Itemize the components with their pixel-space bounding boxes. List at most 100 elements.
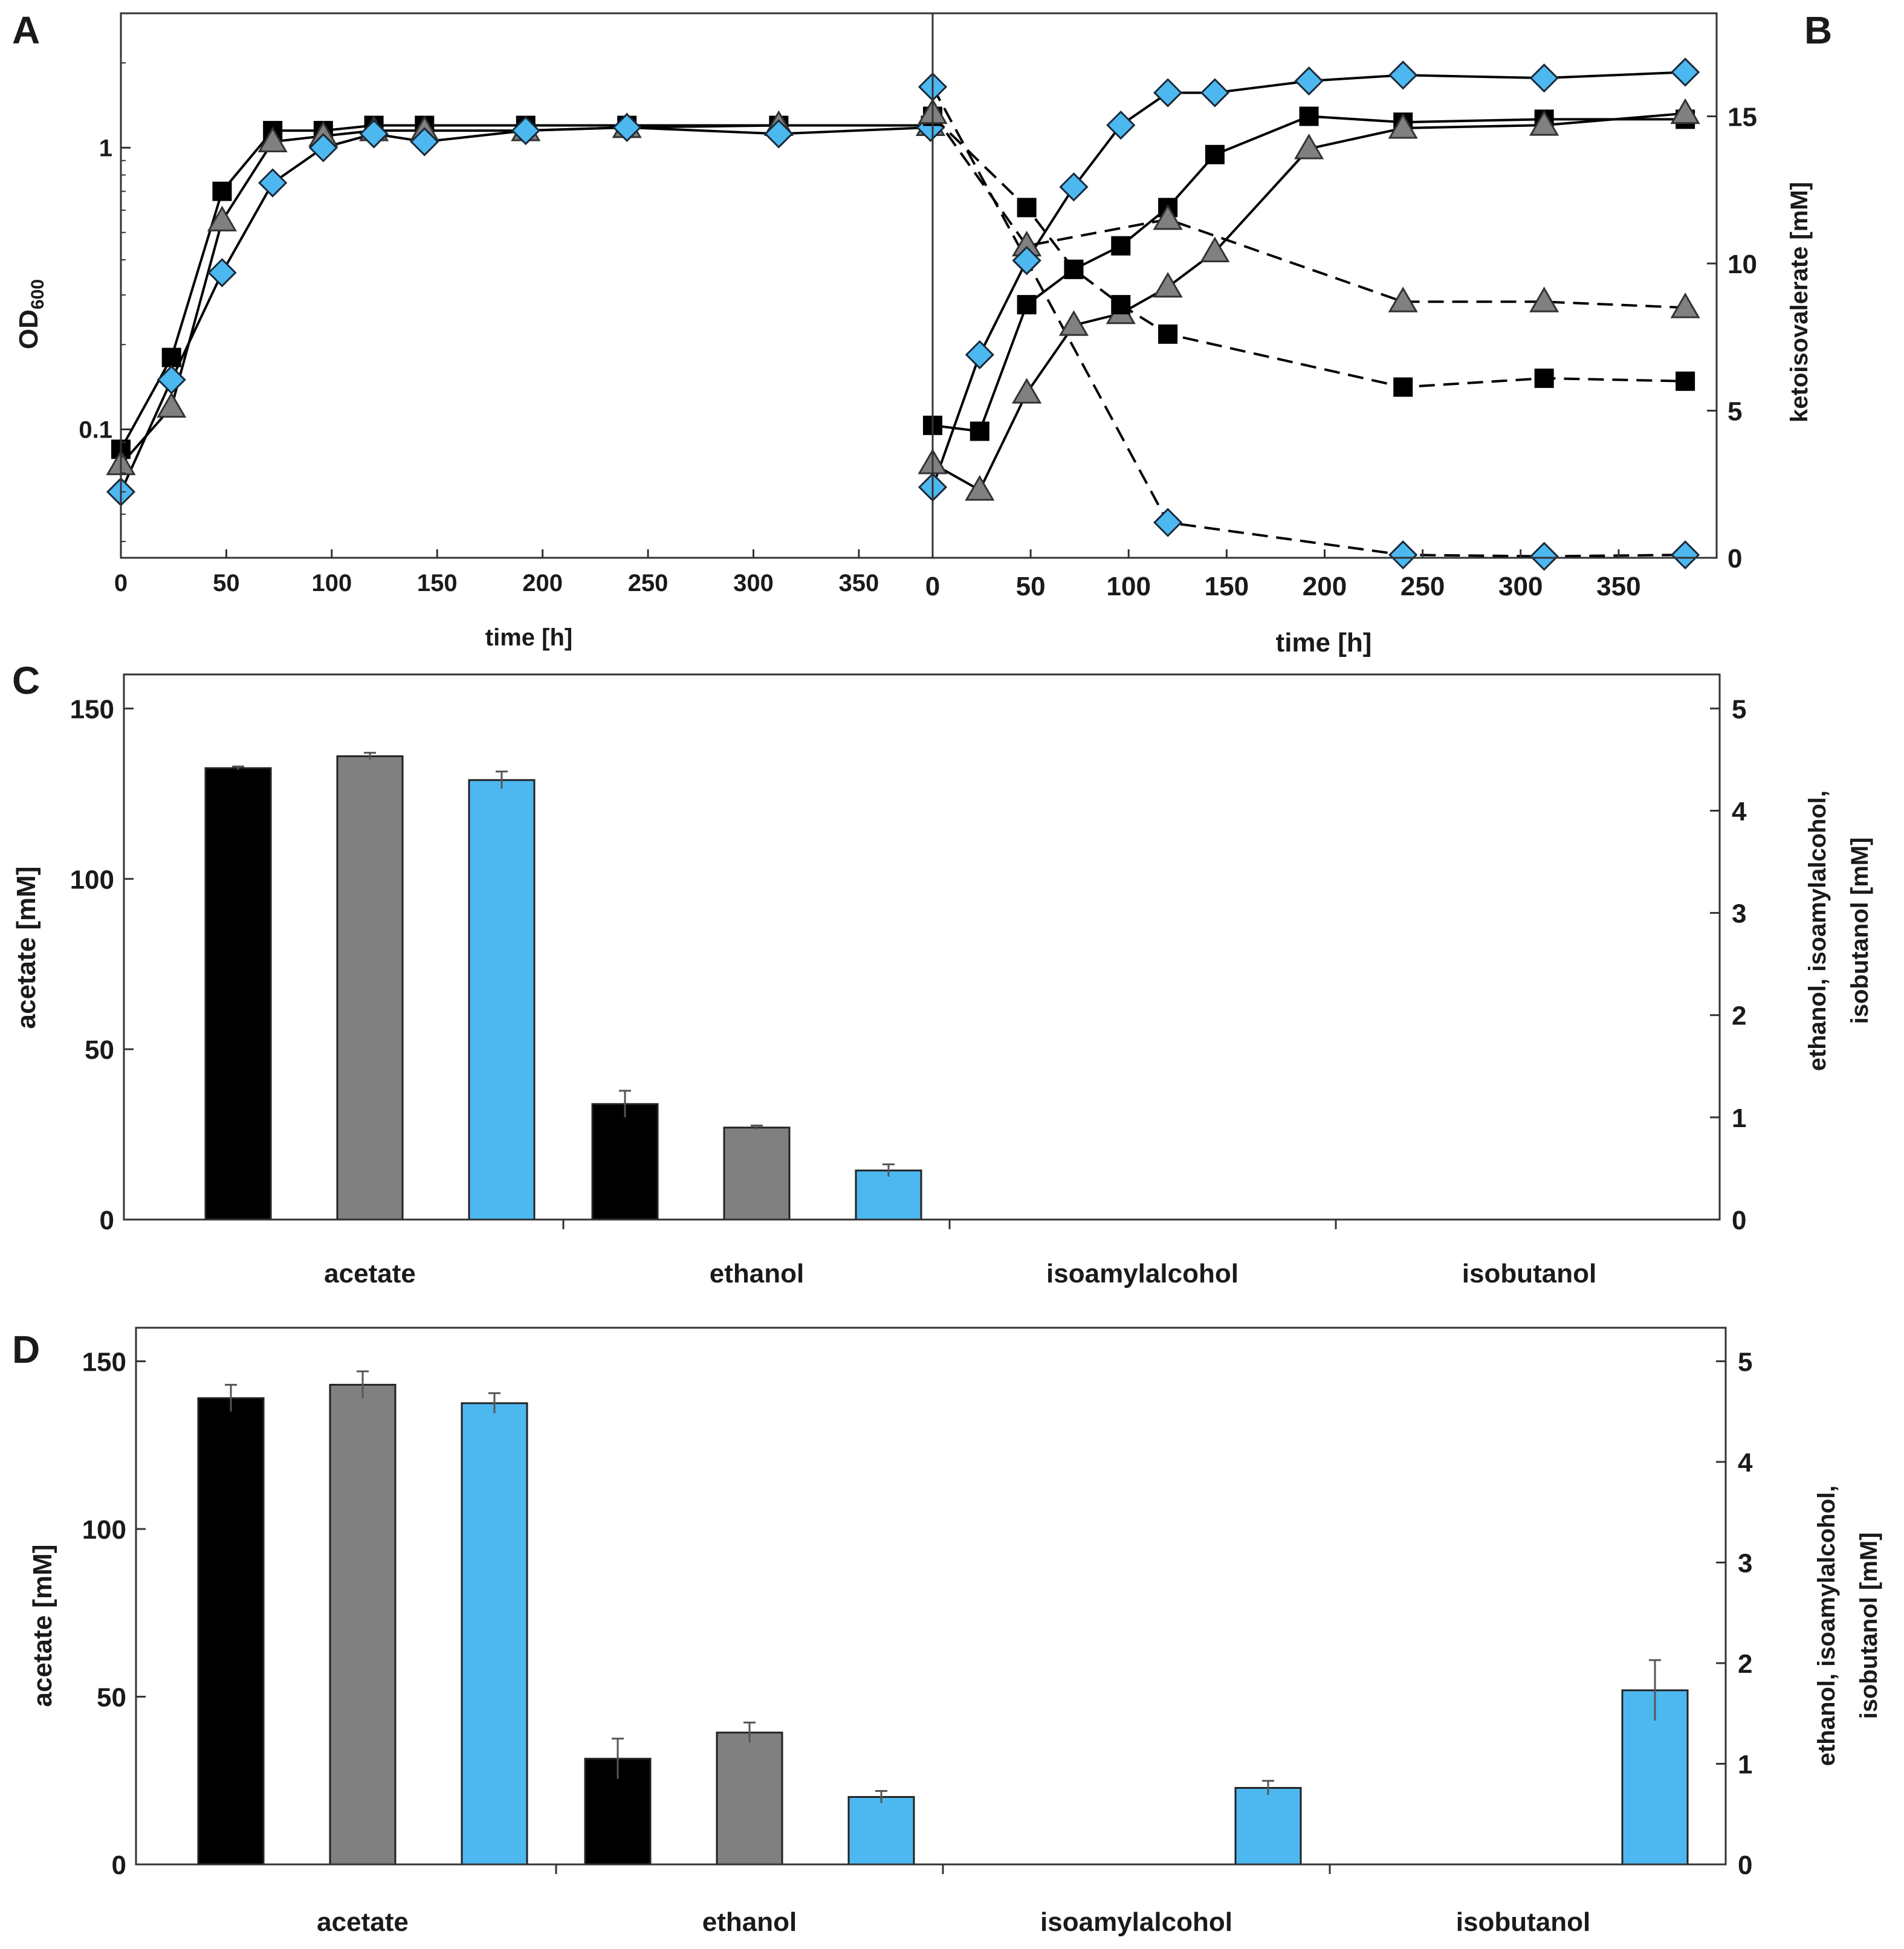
panel-b-point-blue-diamond-growth <box>1388 60 1418 90</box>
panel-b-point-black-square-growth <box>970 421 989 441</box>
panel-letter-b: B <box>1804 8 1832 52</box>
panel-d-y2-axis-title-line2: isobutanol [mM] <box>1856 1533 1882 1719</box>
panel-d-bar-blue <box>847 1795 915 1866</box>
panel-c-bar-black <box>591 1103 659 1221</box>
panel-d-category-label: acetate <box>317 1907 409 1937</box>
panel-b-point-black-square-consumption <box>1534 368 1554 388</box>
panel-c-bar-blue <box>468 779 536 1221</box>
panel-d-category-label: ethanol <box>702 1907 797 1937</box>
panel-b-point-blue-diamond-consumption <box>1670 540 1700 570</box>
panel-a-point-blue-diamond <box>511 115 540 146</box>
panel-b-series-line-gray-triangle-growth <box>932 112 1686 492</box>
panel-a-point-blue-diamond <box>612 112 642 143</box>
panel-b-x-tick-label: 50 <box>1016 572 1046 601</box>
panel-d-plot-frame <box>135 1327 1727 1866</box>
panel-a-y-axis-title: OD600 <box>14 279 48 349</box>
panel-b-point-blue-diamond-growth <box>1529 63 1559 93</box>
panel-b-point-gray-triangle-growth <box>1670 98 1700 124</box>
panel-a-point-blue-diamond <box>764 119 794 149</box>
panel-b-point-gray-triangle-consumption <box>1529 286 1559 312</box>
panel-d-y2-tick-label: 0 <box>1738 1850 1752 1880</box>
panel-a-point-black-square <box>161 347 181 367</box>
panel-a-y-tick-label: 1 <box>99 135 112 161</box>
panel-b-point-black-square-consumption <box>1017 198 1037 218</box>
panel-b-point-blue-diamond-consumption <box>1012 245 1041 276</box>
panel-c-plot-frame <box>123 673 1721 1221</box>
panel-d-bar-chart: 0 50 100 150 0 1 2 3 4 5 acetate ethanol isoamylalco… <box>28 1327 1882 1937</box>
panel-b-point-black-square-consumption <box>1676 371 1695 391</box>
panel-c-y2-tick-label: 2 <box>1732 1001 1746 1031</box>
panel-c-y2-tick-label: 5 <box>1732 694 1746 724</box>
panel-a-x-tick-label: 150 <box>417 570 458 596</box>
panel-b-point-blue-diamond-consumption <box>1529 541 1559 571</box>
panel-a-series-line-black-square <box>120 124 931 450</box>
panel-d-y2-tick-label: 5 <box>1738 1347 1752 1377</box>
panel-b-x-tick-label: 100 <box>1107 572 1151 601</box>
panel-a-point-gray-triangle <box>257 126 288 153</box>
panel-c-y-tick-label: 150 <box>70 694 114 724</box>
panel-b-x-tick-label: 200 <box>1303 572 1347 601</box>
panel-b-point-black-square-growth <box>1299 106 1319 126</box>
panel-d-y-tick-label: 50 <box>97 1683 126 1713</box>
panel-a-x-axis-title: time [h] <box>485 624 572 651</box>
panel-a-point-blue-diamond <box>308 133 338 163</box>
panel-c-bar-blue <box>855 1169 922 1221</box>
panel-b-point-black-square-consumption <box>1158 324 1178 344</box>
panel-d-y2-tick-label: 1 <box>1738 1750 1752 1779</box>
panel-b-point-black-square-consumption <box>1111 295 1131 315</box>
panel-b-point-gray-triangle-growth <box>1153 271 1183 298</box>
panel-d-y2-tick-label: 4 <box>1738 1448 1753 1478</box>
panel-a-x-tick-label: 200 <box>522 570 563 596</box>
panel-b-point-gray-triangle-growth <box>1388 112 1418 139</box>
panel-b-y-tick-label: 0 <box>1728 544 1742 574</box>
panel-a-x-tick-label: 250 <box>628 570 669 596</box>
panel-b-point-gray-triangle-growth <box>1529 110 1559 136</box>
panel-a-point-blue-diamond <box>157 365 186 395</box>
panel-a-y-axis-title-main: OD <box>14 309 44 349</box>
panel-b-point-gray-triangle-growth <box>1012 378 1042 404</box>
panel-b-point-gray-triangle-growth <box>1294 134 1324 160</box>
panel-c-y-tick-label: 100 <box>70 865 114 894</box>
panel-b-series-line-blue-diamond-consumption <box>931 86 1686 558</box>
panel-b-point-gray-triangle-consumption <box>1153 204 1183 230</box>
panel-b-series-line-gray-triangle-consumption <box>931 112 1686 309</box>
panel-a-series-line-gray-triangle <box>120 124 931 466</box>
panel-b-series-line-black-square-growth <box>932 115 1686 433</box>
panel-c-bar-black <box>204 767 272 1221</box>
panel-d-category-label: isoamylalcohol <box>1040 1907 1232 1937</box>
panel-b-y-axis-title: ketoisovalerate [mM] <box>1786 182 1813 422</box>
panel-a-y-tick-label: 0.1 <box>79 416 112 443</box>
panel-d-bar-blue <box>1234 1786 1302 1866</box>
panel-b-point-blue-diamond-growth <box>1294 66 1324 96</box>
panel-b-x-tick-label: 250 <box>1400 572 1445 601</box>
panel-a-point-blue-diamond <box>410 127 439 157</box>
panel-b-series-line-black-square-consumption <box>931 115 1686 389</box>
panel-a-point-gray-triangle <box>157 392 187 418</box>
panel-d-y-tick-label: 150 <box>82 1348 126 1377</box>
panel-d-category-label: isobutanol <box>1456 1907 1590 1937</box>
panel-b-y-tick-label: 10 <box>1728 250 1757 279</box>
panel-d-bar-gray <box>329 1383 397 1866</box>
panel-d-y-axis-title: acetate [mM] <box>28 1545 57 1707</box>
panel-c-bar-gray <box>723 1126 791 1221</box>
panel-b-x-tick-label: 350 <box>1596 572 1640 601</box>
panel-d-bar-blue <box>461 1402 528 1866</box>
panel-d-y-tick-label: 0 <box>112 1850 126 1880</box>
panel-b-point-gray-triangle-growth <box>1200 236 1230 262</box>
panel-b-point-blue-diamond-consumption <box>1388 540 1418 570</box>
panel-c-y-tick-label: 50 <box>85 1035 114 1065</box>
panel-a-point-gray-triangle <box>207 205 238 231</box>
panel-c-bar-chart: 0 50 100 150 0 1 2 3 4 5 acetate ethanol isoamylalco… <box>11 673 1873 1288</box>
panel-b-point-gray-triangle-growth <box>965 474 995 501</box>
panel-c-y-axis-title: acetate [mM] <box>11 867 41 1029</box>
panel-d-y2-tick-label: 2 <box>1738 1649 1752 1679</box>
panel-c-y2-axis-title-line2: isobutanol [mM] <box>1847 838 1873 1024</box>
panel-a-point-black-square <box>212 181 232 201</box>
panel-d-bar-gray <box>716 1731 783 1866</box>
panel-c-y2-tick-label: 3 <box>1732 899 1746 929</box>
panel-b-point-blue-diamond-growth <box>1059 172 1089 202</box>
panel-b-point-black-square-consumption <box>1064 259 1084 279</box>
panel-a-y-axis-title-sub: 600 <box>28 279 48 309</box>
panel-a-x-tick-label: 50 <box>213 570 240 596</box>
panel-a-point-blue-diamond <box>258 168 288 198</box>
